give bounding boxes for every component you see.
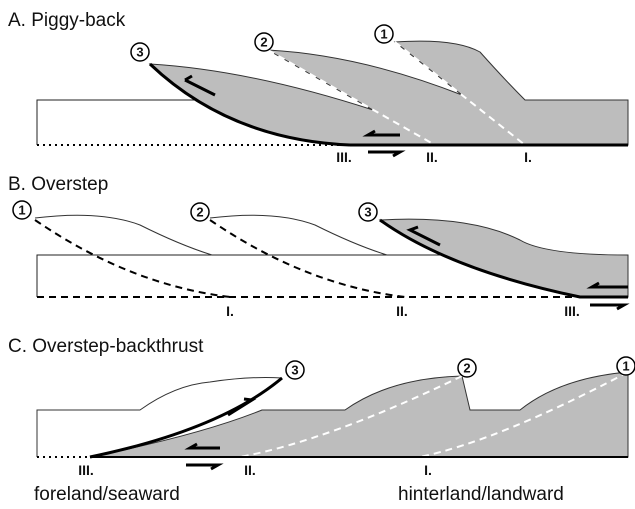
fault-label: II. xyxy=(396,303,408,319)
fault-label: II. xyxy=(244,462,256,478)
thrust-sheets xyxy=(148,40,629,146)
arrow xyxy=(406,225,441,247)
sheet-number: 1 xyxy=(380,27,387,42)
sheet-number: 3 xyxy=(136,45,143,60)
sheet-outline xyxy=(34,214,213,256)
fault-label: III. xyxy=(564,303,580,319)
fault-label: I. xyxy=(424,462,432,478)
sheet-outline xyxy=(209,214,388,256)
thrust-sheets xyxy=(89,371,629,458)
inactive-faults xyxy=(239,371,629,458)
sheet-marker xyxy=(374,24,394,44)
sheet-marker xyxy=(616,356,635,376)
panel-title: B. Overstep xyxy=(8,174,108,195)
footer-left: foreland/seaward xyxy=(34,484,180,505)
thrust-sheet xyxy=(378,218,629,298)
fault-label: I. xyxy=(226,303,234,319)
sheet-number: 1 xyxy=(622,359,629,374)
panel-b: B. Overstep 1 2 3 I. II. III. xyxy=(8,174,630,319)
fault-label: III. xyxy=(336,149,352,165)
fault-label: III. xyxy=(78,462,94,478)
panel-c: C. Overstep-backthrust 3 2 1 III. II. I. xyxy=(8,336,635,478)
active-fault xyxy=(148,62,351,147)
sheet-marker xyxy=(358,202,378,222)
base-block xyxy=(36,254,628,297)
sheet-marker xyxy=(130,42,150,62)
sheet-marker xyxy=(12,200,32,220)
sheet-number: 2 xyxy=(196,205,203,220)
fault-label: II. xyxy=(426,149,438,165)
sheet-outline xyxy=(36,377,283,457)
panel-a: A. Piggy-back 3 2 1 III. II. I. xyxy=(8,10,629,165)
footer-right: hinterland/landward xyxy=(398,484,564,505)
sheet-number: 3 xyxy=(291,363,298,378)
sheet-marker xyxy=(190,202,210,222)
active-fault xyxy=(379,218,628,299)
sheet-number: 2 xyxy=(260,35,267,50)
arrow xyxy=(586,281,630,311)
arrow xyxy=(227,397,257,417)
fault-label: I. xyxy=(524,149,532,165)
active-fault xyxy=(89,376,283,459)
panel-title: C. Overstep-backthrust xyxy=(8,336,204,357)
arrow xyxy=(184,74,216,97)
sheet-number: 2 xyxy=(463,361,470,376)
sheet-marker xyxy=(254,32,274,52)
inactive-faults xyxy=(34,219,580,298)
arrow xyxy=(362,129,406,158)
sheet-number: 3 xyxy=(364,205,371,220)
panel-title: A. Piggy-back xyxy=(8,10,126,31)
sheet-marker xyxy=(457,358,477,378)
sheet-number: 1 xyxy=(18,203,25,218)
sheet-marker xyxy=(285,360,305,380)
inactive-faults xyxy=(267,41,526,146)
arrow xyxy=(184,442,224,471)
